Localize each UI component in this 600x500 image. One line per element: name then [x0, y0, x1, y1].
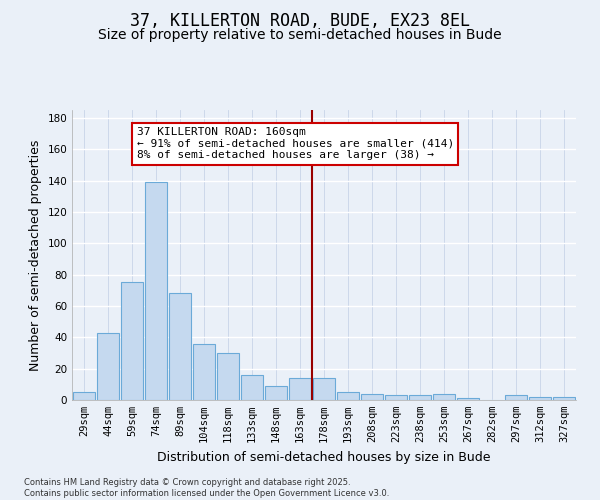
- Bar: [241, 375, 263, 400]
- Bar: [337, 392, 359, 400]
- Text: Contains HM Land Registry data © Crown copyright and database right 2025.
Contai: Contains HM Land Registry data © Crown c…: [24, 478, 389, 498]
- Bar: [433, 394, 455, 400]
- Bar: [553, 397, 575, 400]
- Text: 37, KILLERTON ROAD, BUDE, EX23 8EL: 37, KILLERTON ROAD, BUDE, EX23 8EL: [130, 12, 470, 30]
- Bar: [361, 394, 383, 400]
- Bar: [265, 386, 287, 400]
- Bar: [145, 182, 167, 400]
- Bar: [409, 396, 431, 400]
- Bar: [121, 282, 143, 400]
- Bar: [505, 396, 527, 400]
- Bar: [385, 396, 407, 400]
- Bar: [313, 378, 335, 400]
- Bar: [169, 294, 191, 400]
- Bar: [73, 392, 95, 400]
- Bar: [289, 378, 311, 400]
- Bar: [529, 397, 551, 400]
- Y-axis label: Number of semi-detached properties: Number of semi-detached properties: [29, 140, 42, 370]
- Bar: [217, 353, 239, 400]
- Bar: [97, 332, 119, 400]
- Text: Size of property relative to semi-detached houses in Bude: Size of property relative to semi-detach…: [98, 28, 502, 42]
- Text: 37 KILLERTON ROAD: 160sqm
← 91% of semi-detached houses are smaller (414)
8% of : 37 KILLERTON ROAD: 160sqm ← 91% of semi-…: [137, 127, 454, 160]
- Bar: [457, 398, 479, 400]
- Bar: [193, 344, 215, 400]
- X-axis label: Distribution of semi-detached houses by size in Bude: Distribution of semi-detached houses by …: [157, 450, 491, 464]
